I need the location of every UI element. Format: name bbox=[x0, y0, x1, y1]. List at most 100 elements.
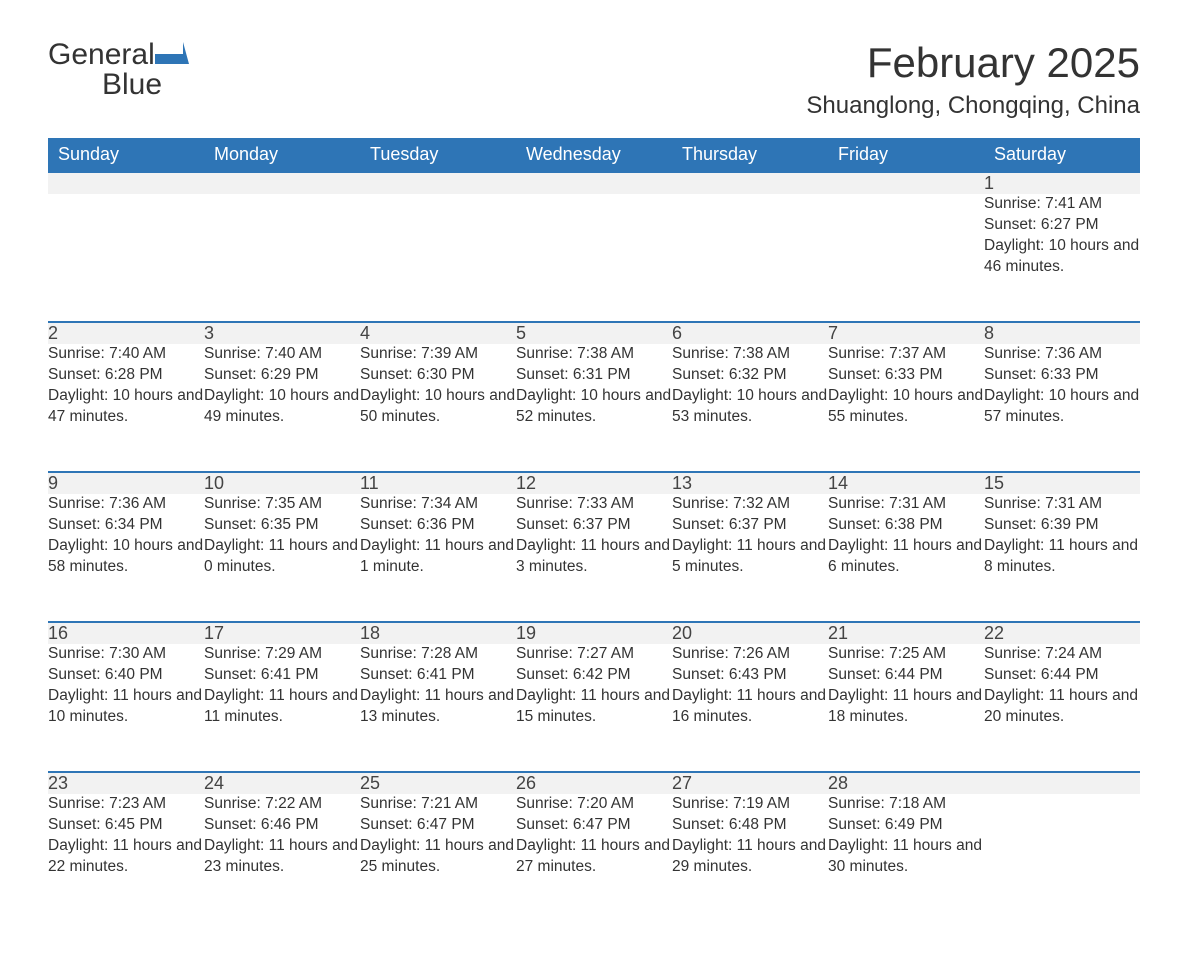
daylight-text: Daylight: 11 hours and 20 minutes. bbox=[984, 686, 1140, 728]
sunrise-text: Sunrise: 7:24 AM bbox=[984, 644, 1140, 665]
logo-flag-icon bbox=[155, 42, 189, 69]
daylight-text: Daylight: 11 hours and 6 minutes. bbox=[828, 536, 984, 578]
day-number-cell: 27 bbox=[672, 772, 828, 794]
sunrise-text: Sunrise: 7:31 AM bbox=[828, 494, 984, 515]
week-daynum-row: 2345678 bbox=[48, 322, 1140, 344]
sunset-text: Sunset: 6:40 PM bbox=[48, 665, 204, 686]
day-info-cell bbox=[516, 194, 672, 322]
sunrise-text: Sunrise: 7:36 AM bbox=[984, 344, 1140, 365]
sunset-text: Sunset: 6:35 PM bbox=[204, 515, 360, 536]
week-info-row: Sunrise: 7:23 AMSunset: 6:45 PMDaylight:… bbox=[48, 794, 1140, 922]
day-info-cell bbox=[204, 194, 360, 322]
day-number-cell: 21 bbox=[828, 622, 984, 644]
day-number-cell: 19 bbox=[516, 622, 672, 644]
day-number-cell bbox=[828, 172, 984, 194]
day-info-cell: Sunrise: 7:23 AMSunset: 6:45 PMDaylight:… bbox=[48, 794, 204, 922]
sunset-text: Sunset: 6:37 PM bbox=[672, 515, 828, 536]
day-number-cell bbox=[360, 172, 516, 194]
logo: General Blue bbox=[48, 40, 189, 100]
day-number-cell: 17 bbox=[204, 622, 360, 644]
day-info-cell: Sunrise: 7:39 AMSunset: 6:30 PMDaylight:… bbox=[360, 344, 516, 472]
day-number-cell: 16 bbox=[48, 622, 204, 644]
week-info-row: Sunrise: 7:41 AMSunset: 6:27 PMDaylight:… bbox=[48, 194, 1140, 322]
week-info-row: Sunrise: 7:40 AMSunset: 6:28 PMDaylight:… bbox=[48, 344, 1140, 472]
sunset-text: Sunset: 6:49 PM bbox=[828, 815, 984, 836]
daylight-text: Daylight: 11 hours and 8 minutes. bbox=[984, 536, 1140, 578]
daylight-text: Daylight: 11 hours and 23 minutes. bbox=[204, 836, 360, 878]
sunset-text: Sunset: 6:31 PM bbox=[516, 365, 672, 386]
day-info-cell: Sunrise: 7:36 AMSunset: 6:34 PMDaylight:… bbox=[48, 494, 204, 622]
daylight-text: Daylight: 10 hours and 52 minutes. bbox=[516, 386, 672, 428]
sunset-text: Sunset: 6:46 PM bbox=[204, 815, 360, 836]
daylight-text: Daylight: 10 hours and 53 minutes. bbox=[672, 386, 828, 428]
day-info-cell: Sunrise: 7:32 AMSunset: 6:37 PMDaylight:… bbox=[672, 494, 828, 622]
day-header: Tuesday bbox=[360, 138, 516, 172]
day-header: Monday bbox=[204, 138, 360, 172]
day-info-cell: Sunrise: 7:40 AMSunset: 6:28 PMDaylight:… bbox=[48, 344, 204, 472]
day-number-cell: 9 bbox=[48, 472, 204, 494]
title-block: February 2025 Shuanglong, Chongqing, Chi… bbox=[806, 40, 1140, 120]
day-info-cell: Sunrise: 7:38 AMSunset: 6:31 PMDaylight:… bbox=[516, 344, 672, 472]
week-daynum-row: 1 bbox=[48, 172, 1140, 194]
sunrise-text: Sunrise: 7:33 AM bbox=[516, 494, 672, 515]
day-header: Thursday bbox=[672, 138, 828, 172]
day-number-cell bbox=[516, 172, 672, 194]
day-number-cell: 23 bbox=[48, 772, 204, 794]
day-number-cell: 14 bbox=[828, 472, 984, 494]
day-info-cell: Sunrise: 7:40 AMSunset: 6:29 PMDaylight:… bbox=[204, 344, 360, 472]
sunrise-text: Sunrise: 7:35 AM bbox=[204, 494, 360, 515]
day-info-cell: Sunrise: 7:31 AMSunset: 6:39 PMDaylight:… bbox=[984, 494, 1140, 622]
day-header: Saturday bbox=[984, 138, 1140, 172]
day-number-cell: 22 bbox=[984, 622, 1140, 644]
day-info-cell: Sunrise: 7:36 AMSunset: 6:33 PMDaylight:… bbox=[984, 344, 1140, 472]
sunset-text: Sunset: 6:47 PM bbox=[360, 815, 516, 836]
sunrise-text: Sunrise: 7:34 AM bbox=[360, 494, 516, 515]
sunrise-text: Sunrise: 7:31 AM bbox=[984, 494, 1140, 515]
daylight-text: Daylight: 11 hours and 22 minutes. bbox=[48, 836, 204, 878]
day-header: Friday bbox=[828, 138, 984, 172]
day-number-cell: 3 bbox=[204, 322, 360, 344]
sunset-text: Sunset: 6:42 PM bbox=[516, 665, 672, 686]
day-number-cell: 18 bbox=[360, 622, 516, 644]
day-number-cell: 2 bbox=[48, 322, 204, 344]
sunrise-text: Sunrise: 7:30 AM bbox=[48, 644, 204, 665]
day-number-cell: 4 bbox=[360, 322, 516, 344]
daylight-text: Daylight: 10 hours and 55 minutes. bbox=[828, 386, 984, 428]
logo-text: General Blue bbox=[48, 40, 189, 100]
day-info-cell: Sunrise: 7:21 AMSunset: 6:47 PMDaylight:… bbox=[360, 794, 516, 922]
day-info-cell: Sunrise: 7:37 AMSunset: 6:33 PMDaylight:… bbox=[828, 344, 984, 472]
daylight-text: Daylight: 11 hours and 1 minute. bbox=[360, 536, 516, 578]
day-info-cell: Sunrise: 7:29 AMSunset: 6:41 PMDaylight:… bbox=[204, 644, 360, 772]
day-header: Wednesday bbox=[516, 138, 672, 172]
day-number-cell: 6 bbox=[672, 322, 828, 344]
daylight-text: Daylight: 11 hours and 25 minutes. bbox=[360, 836, 516, 878]
day-info-cell: Sunrise: 7:28 AMSunset: 6:41 PMDaylight:… bbox=[360, 644, 516, 772]
sunset-text: Sunset: 6:30 PM bbox=[360, 365, 516, 386]
day-header: Sunday bbox=[48, 138, 204, 172]
day-info-cell: Sunrise: 7:18 AMSunset: 6:49 PMDaylight:… bbox=[828, 794, 984, 922]
daylight-text: Daylight: 11 hours and 13 minutes. bbox=[360, 686, 516, 728]
sunrise-text: Sunrise: 7:21 AM bbox=[360, 794, 516, 815]
week-info-row: Sunrise: 7:30 AMSunset: 6:40 PM Daylight:… bbox=[48, 644, 1140, 772]
daylight-text: Daylight: 11 hours and 5 minutes. bbox=[672, 536, 828, 578]
day-number-cell: 5 bbox=[516, 322, 672, 344]
day-info-cell bbox=[672, 194, 828, 322]
page-title: February 2025 bbox=[806, 40, 1140, 86]
daylight-text: Daylight: 11 hours and 16 minutes. bbox=[672, 686, 828, 728]
sunrise-text: Sunrise: 7:41 AM bbox=[984, 194, 1140, 215]
day-number-cell: 28 bbox=[828, 772, 984, 794]
day-info-cell: Sunrise: 7:24 AMSunset: 6:44 PMDaylight:… bbox=[984, 644, 1140, 772]
week-daynum-row: 232425262728 bbox=[48, 772, 1140, 794]
sunrise-text: Sunrise: 7:40 AM bbox=[204, 344, 360, 365]
daylight-text: Daylight: 10 hours and 57 minutes. bbox=[984, 386, 1140, 428]
calendar-header-row: Sunday Monday Tuesday Wednesday Thursday… bbox=[48, 138, 1140, 172]
sunset-text: Sunset: 6:39 PM bbox=[984, 515, 1140, 536]
day-info-cell: Sunrise: 7:20 AMSunset: 6:47 PMDaylight:… bbox=[516, 794, 672, 922]
daylight-text: Daylight: 10 hours and 50 minutes. bbox=[360, 386, 516, 428]
daylight-text: Daylight: 11 hours and 18 minutes. bbox=[828, 686, 984, 728]
day-number-cell: 26 bbox=[516, 772, 672, 794]
day-info-cell: Sunrise: 7:41 AMSunset: 6:27 PMDaylight:… bbox=[984, 194, 1140, 322]
week-info-row: Sunrise: 7:36 AMSunset: 6:34 PMDaylight:… bbox=[48, 494, 1140, 622]
day-number-cell: 8 bbox=[984, 322, 1140, 344]
day-info-cell: Sunrise: 7:27 AMSunset: 6:42 PMDaylight:… bbox=[516, 644, 672, 772]
